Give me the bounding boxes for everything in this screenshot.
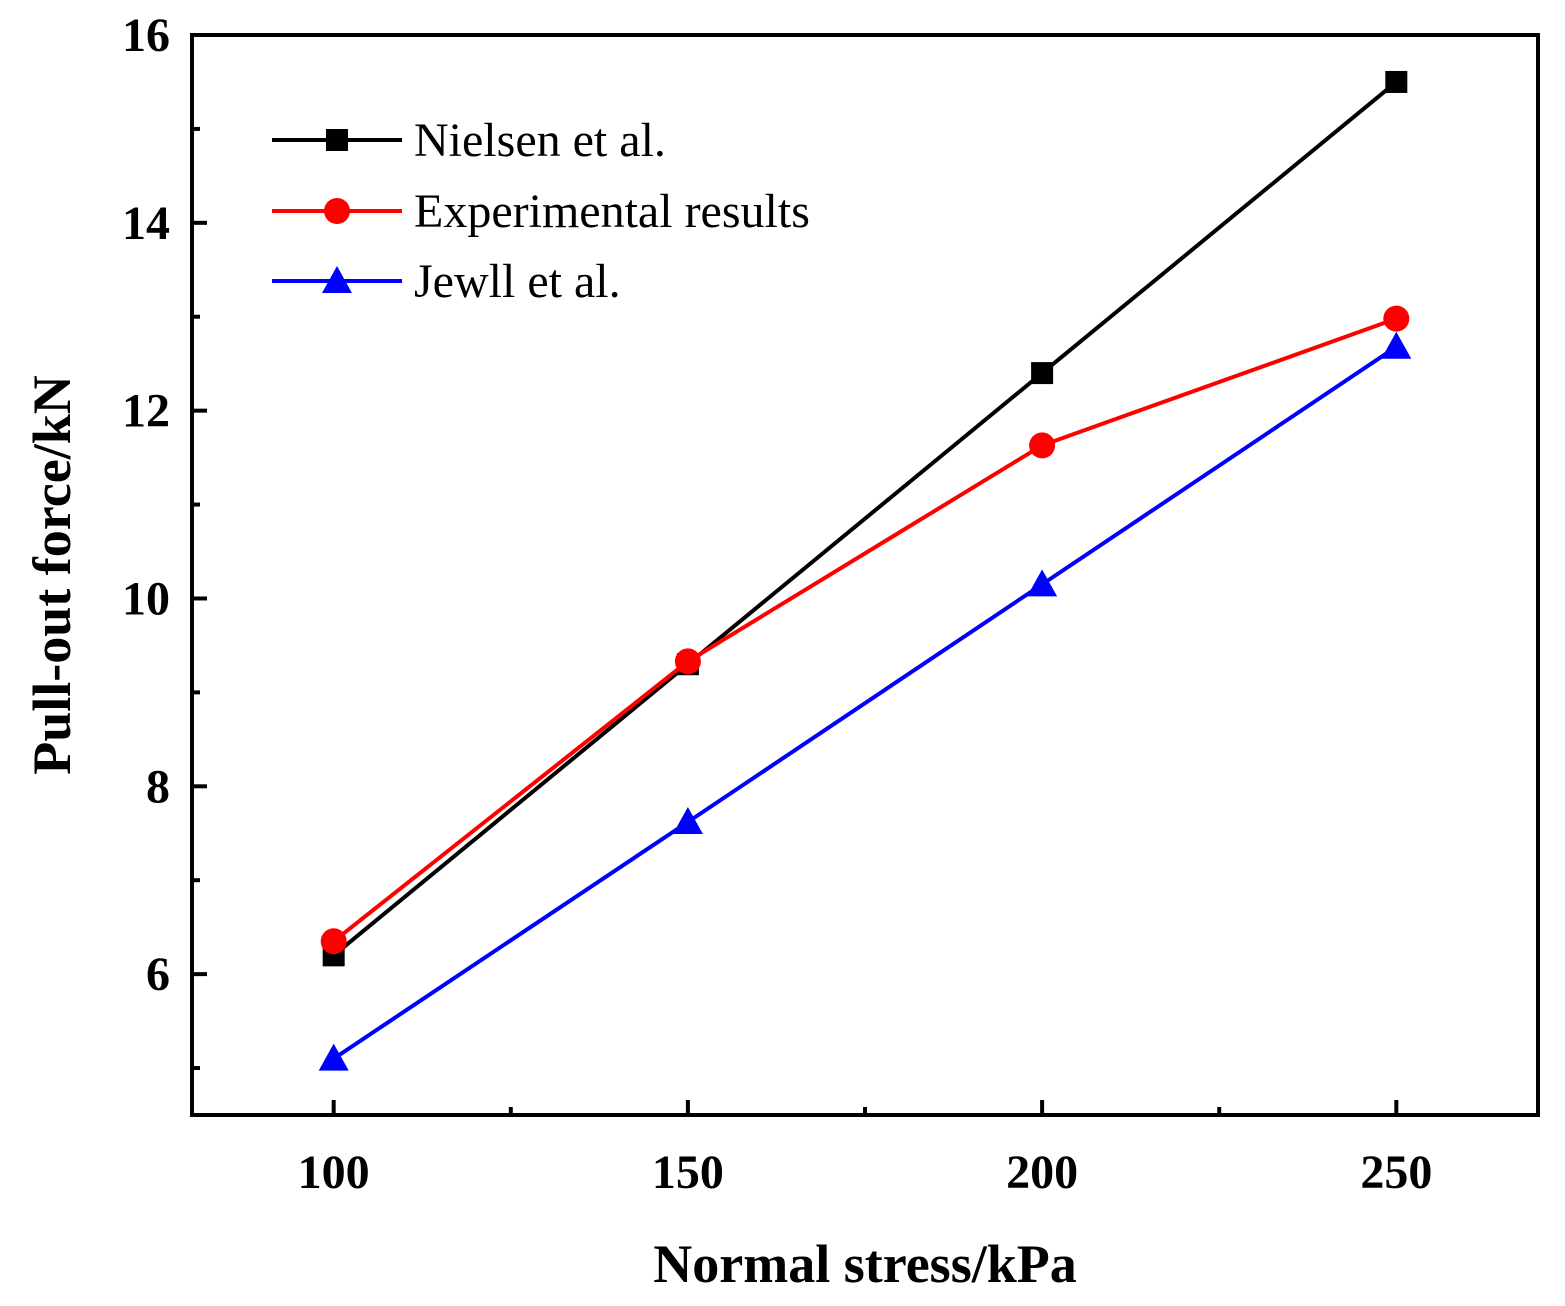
legend-item: Nielsen et al. [272, 114, 666, 167]
data-point [1031, 362, 1054, 385]
legend-marker [326, 129, 348, 151]
data-point [1383, 305, 1410, 332]
series-circle [320, 305, 1410, 955]
legend-item: Experimental results [272, 185, 810, 238]
y-tick-label: 16 [122, 9, 170, 62]
y-tick-label: 10 [122, 572, 170, 625]
data-point [1029, 432, 1056, 459]
x-tick-label: 100 [298, 1146, 370, 1199]
x-tick-label: 250 [1360, 1146, 1432, 1199]
series-line [332, 316, 1397, 943]
series-line [332, 80, 1398, 957]
legend-label: Jewll et al. [414, 255, 621, 308]
legend-item: Jewll et al. [272, 255, 621, 308]
data-point [318, 1043, 349, 1071]
y-axis-title: Pull-out force/kN [22, 375, 82, 774]
data-point [320, 928, 347, 955]
plot-area-frame [190, 33, 1540, 1117]
y-tick-label: 6 [146, 948, 170, 1001]
legend-marker [322, 266, 352, 293]
series-line [332, 345, 1398, 1061]
legend-label: Nielsen et al. [414, 114, 666, 167]
series-triangle [318, 331, 1412, 1071]
y-tick-label: 8 [146, 760, 170, 813]
series-square [322, 70, 1408, 967]
x-tick-label: 150 [652, 1146, 724, 1199]
legend-label: Experimental results [414, 185, 810, 238]
x-tick-label: 200 [1006, 1146, 1078, 1199]
data-point [1385, 70, 1408, 93]
y-tick-label: 14 [122, 197, 170, 250]
legend-marker [324, 198, 350, 224]
x-axis-title: Normal stress/kPa [653, 1234, 1076, 1294]
data-point [672, 806, 703, 834]
data-point [674, 648, 701, 675]
y-tick-label: 12 [122, 385, 170, 438]
data-point [1027, 569, 1058, 597]
data-point [1381, 331, 1412, 359]
